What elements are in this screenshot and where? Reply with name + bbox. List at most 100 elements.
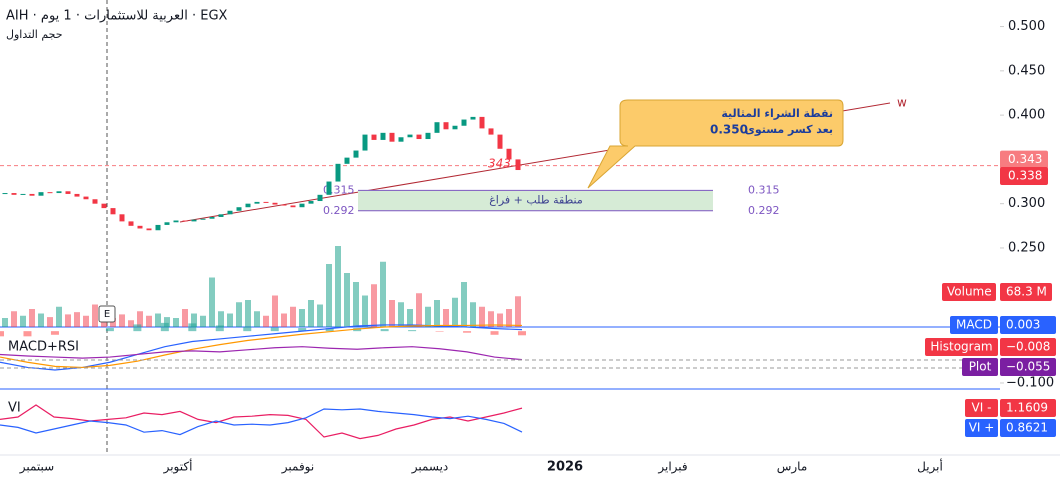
volume-bar	[488, 311, 494, 327]
volume-bar	[317, 304, 323, 327]
volume-bar	[2, 318, 8, 327]
volume-bar	[299, 309, 305, 327]
legend-label: MACD	[956, 318, 992, 332]
volume-bar	[182, 309, 188, 327]
legend-box	[965, 399, 998, 417]
volume-bar	[209, 277, 215, 327]
chart-title: AIH · العربية للاستثمارات · 1 يوم · EGX	[6, 9, 228, 24]
volume-bar	[20, 315, 26, 327]
histogram-bar	[380, 329, 389, 332]
volume-bar	[362, 295, 368, 327]
callout	[587, 99, 844, 189]
candle-body	[362, 134, 368, 151]
legend-label: Plot	[969, 360, 992, 374]
candle-body	[443, 122, 449, 130]
histogram-bar	[188, 323, 197, 332]
volume-bar	[200, 315, 206, 327]
zone-label: 0.292	[323, 204, 355, 217]
volume-bar	[461, 282, 467, 327]
y-tick-label: 0.400	[1008, 108, 1045, 123]
volume-bar	[281, 313, 287, 327]
zone-text: منطقة طلب + فراغ	[489, 194, 583, 207]
candle-body	[110, 208, 116, 215]
legend-value: 1.1609	[1006, 401, 1048, 415]
histogram-bar	[435, 331, 444, 332]
volume-bar	[119, 314, 125, 327]
candle-body	[371, 134, 377, 140]
candle-body	[461, 119, 467, 126]
histogram-bar	[23, 331, 32, 337]
candle-body	[254, 201, 260, 204]
candle-body	[47, 192, 53, 194]
volume-bar	[452, 297, 458, 327]
callout-line2: بعد كسر مستوى	[745, 123, 833, 136]
volume-bar	[443, 309, 449, 327]
callout-level: 0.350	[710, 123, 748, 137]
volume-bar	[245, 300, 251, 327]
vi-plus-line	[0, 408, 523, 436]
time-label: سبتمبر	[19, 460, 54, 475]
volume-bar	[56, 306, 62, 327]
histogram-bar	[105, 328, 114, 332]
legend-value: 68.3 M	[1006, 285, 1047, 299]
volume-bar	[335, 246, 341, 327]
candle-body	[155, 224, 161, 231]
candle-body	[245, 203, 251, 208]
candle-body	[290, 205, 296, 208]
candle-body	[281, 204, 287, 206]
volume-bar	[380, 261, 386, 327]
candle-body	[308, 201, 314, 204]
legend-box	[1000, 283, 1052, 301]
legend-label: VI +	[969, 421, 995, 435]
candle-body	[83, 196, 89, 200]
legend-box	[1000, 316, 1056, 334]
volume-bar	[92, 304, 98, 327]
candle-body	[299, 203, 305, 208]
legend-box	[965, 419, 998, 437]
candle-body	[353, 150, 359, 158]
histogram-bar	[463, 331, 472, 333]
volume-bar	[344, 273, 350, 327]
candle-body	[335, 163, 341, 182]
candle-body	[200, 218, 206, 220]
volume-bar	[497, 313, 503, 327]
candle-body	[56, 191, 62, 194]
pane-title: VI	[8, 401, 21, 416]
rsi-line	[0, 346, 523, 361]
candle-body	[452, 125, 458, 130]
volume-bar	[146, 315, 152, 327]
candle-body	[263, 201, 269, 203]
volume-bar	[38, 313, 44, 327]
price-tag-label: 0.343	[1008, 152, 1042, 166]
histogram-bar	[50, 331, 59, 335]
candle-body	[38, 192, 44, 196]
legend-label: VI -	[972, 401, 992, 415]
legend-box	[1000, 399, 1056, 417]
candle-body	[407, 134, 413, 138]
candle-body	[470, 116, 476, 120]
candle-body	[272, 202, 278, 205]
candle-body	[146, 228, 152, 231]
candle-body	[2, 193, 8, 195]
legend-box	[942, 283, 996, 301]
volume-bar	[506, 309, 512, 327]
volume-bar	[479, 306, 485, 327]
time-label: أكتوبر	[163, 459, 193, 475]
candle-body	[65, 191, 71, 194]
candle-body	[515, 159, 521, 171]
y-tick-label: 0.500	[1008, 19, 1045, 34]
demand-zone	[358, 190, 713, 211]
time-label: أبريل	[917, 459, 943, 475]
candle-body	[119, 214, 125, 222]
volume-bar	[155, 313, 161, 327]
volume-bar	[29, 309, 35, 327]
volume-bar	[11, 311, 17, 327]
candle-body	[380, 132, 386, 140]
event-box	[98, 305, 116, 323]
volume-bar	[173, 318, 179, 327]
candle-body	[344, 157, 350, 164]
histogram-bar	[215, 325, 224, 332]
histogram-bar	[408, 330, 417, 332]
volume-bar	[353, 282, 359, 327]
legend-box	[1000, 338, 1056, 356]
